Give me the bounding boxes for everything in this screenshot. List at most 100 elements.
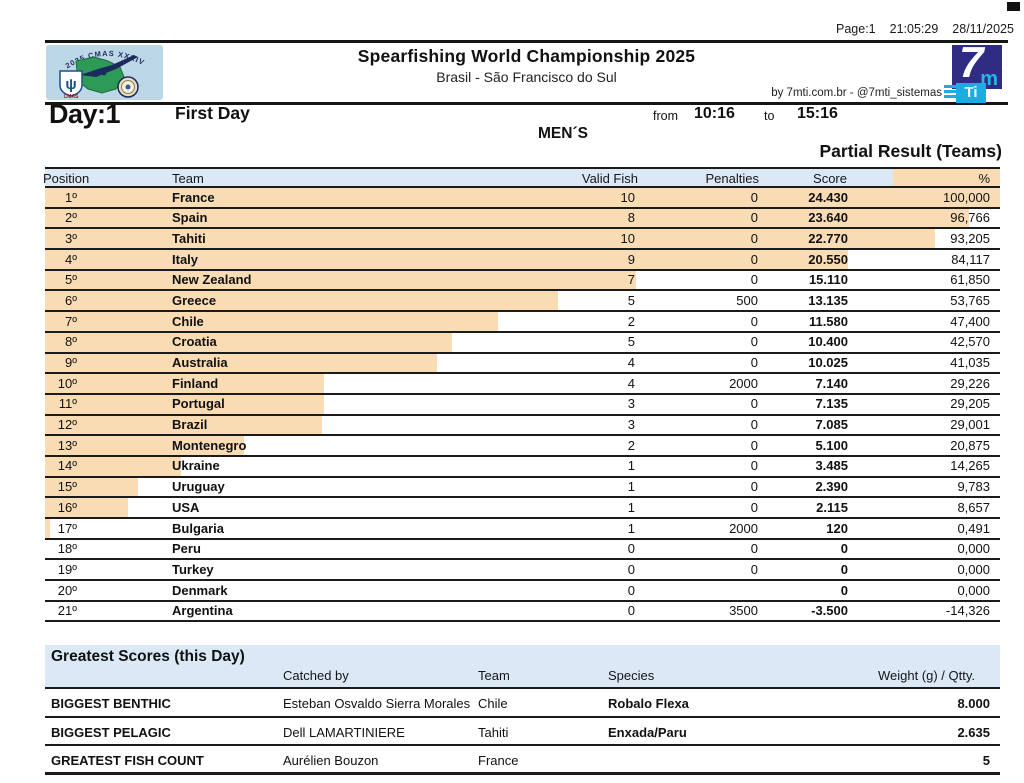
greatest-scores-header: Greatest Scores (this Day) Catched by Te… — [45, 645, 1000, 689]
result-row: 18º Peru 0 0 0 0,000 — [45, 539, 1000, 561]
percent-bar — [45, 519, 50, 538]
cmas-shield-icon: ψ CMAS — [59, 70, 83, 100]
result-row: 15º Uruguay 1 0 2.390 9,783 — [45, 477, 1000, 499]
corner-mark — [1007, 2, 1020, 11]
penalties: 0 — [750, 417, 758, 433]
score: 24.430 — [808, 189, 848, 205]
percent-header-bg — [893, 169, 1000, 186]
penalties: 0 — [750, 437, 758, 453]
score: 7.085 — [815, 417, 848, 433]
score: 10.025 — [808, 355, 848, 370]
col-team: Team — [172, 170, 204, 186]
col-position: Position — [43, 170, 90, 186]
result-row: 5º New Zealand 7 0 15.110 61,850 — [45, 270, 1000, 292]
position: 7º — [65, 313, 77, 329]
percentage: 41,035 — [950, 355, 990, 370]
percentage: 47,400 — [950, 313, 990, 329]
result-row: 12º Brazil 3 0 7.085 29,001 — [45, 415, 1000, 437]
category-title: MEN´S — [538, 125, 588, 142]
percentage: 0,000 — [957, 541, 990, 557]
score: 0 — [840, 582, 848, 598]
result-row: 10º Finland 4 2000 7.140 29,226 — [45, 374, 1000, 395]
result-row: 11º Portugal 3 0 7.135 29,205 — [45, 394, 1000, 416]
valid-fish: 0 — [627, 582, 635, 598]
valid-fish: 3 — [627, 396, 635, 412]
valid-fish: 0 — [627, 603, 635, 619]
byline: by 7mti.com.br - @7mti_sistemas — [771, 87, 942, 99]
greatest-scores-title: Greatest Scores (this Day) — [51, 648, 245, 665]
logo-ti: Ti — [956, 83, 986, 103]
score: 23.640 — [808, 210, 848, 226]
position: 20º — [57, 582, 77, 598]
from-time: 10:16 — [694, 105, 735, 122]
team-name: Portugal — [172, 396, 225, 412]
valid-fish: 1 — [627, 520, 635, 536]
to-time: 15:16 — [797, 105, 838, 122]
result-row: 16º USA 1 0 2.115 8,657 — [45, 498, 1000, 519]
score: 0 — [840, 541, 848, 557]
valid-fish: 3 — [627, 417, 635, 433]
greatest-score-row: GREATEST FISH COUNT Aurélien Bouzon France… — [45, 746, 1000, 775]
position: 13º — [57, 437, 77, 453]
valid-fish: 5 — [627, 334, 635, 350]
score: 7.140 — [815, 375, 848, 391]
percent-bar — [45, 208, 970, 228]
weight-qty: 5 — [982, 753, 990, 769]
penalties: 0 — [750, 396, 758, 412]
penalties: 0 — [750, 499, 758, 515]
valid-fish: 2 — [627, 437, 635, 453]
percent-bar — [45, 188, 1000, 207]
penalties: 0 — [750, 189, 758, 205]
valid-fish: 0 — [627, 561, 635, 577]
catched-by: Dell LAMARTINIERE — [283, 724, 405, 740]
day-label: Day:1 — [49, 99, 121, 129]
col-penalties: Penalties — [705, 170, 759, 186]
percentage: 14,265 — [950, 458, 990, 474]
result-row: 1º France 10 0 24.430 100,000 — [45, 188, 1000, 209]
team-name: Argentina — [172, 603, 233, 619]
team-name: Tahiti — [172, 230, 206, 246]
percent-bar — [45, 394, 324, 414]
score: 13.135 — [808, 292, 848, 308]
percent-bar — [45, 353, 437, 373]
gcol-weight: Weight (g) / Qtty. — [877, 668, 975, 683]
result-row: 4º Italy 9 0 20.550 84,117 — [45, 250, 1000, 271]
greatest-score-row: BIGGEST PELAGIC Dell LAMARTINIERE Tahiti En… — [45, 718, 1000, 747]
penalties: 0 — [750, 272, 758, 288]
award-label: BIGGEST BENTHIC — [51, 696, 171, 711]
percentage: 8,657 — [957, 499, 990, 515]
percentage: 93,205 — [950, 230, 990, 246]
percent-bar — [45, 332, 452, 352]
team-name: Peru — [172, 541, 201, 557]
position: 18º — [57, 541, 77, 557]
percent-bar — [45, 229, 936, 249]
results-table-header: Position Team Valid Fish Penalties Score… — [43, 167, 1000, 188]
penalties: 0 — [750, 210, 758, 226]
percentage: 29,205 — [950, 396, 990, 412]
score: 3.485 — [815, 458, 848, 474]
team-name: Tahiti — [478, 724, 509, 740]
percent-bar — [45, 456, 182, 476]
position: 4º — [65, 251, 77, 267]
valid-fish: 10 — [620, 189, 635, 205]
valid-fish: 9 — [627, 251, 635, 267]
position: 6º — [65, 292, 77, 308]
to-label: to — [764, 109, 775, 123]
percentage: 0,000 — [957, 561, 990, 577]
percentage: 29,001 — [950, 417, 990, 433]
from-label: from — [653, 109, 678, 123]
penalties: 0 — [750, 313, 758, 329]
result-row: 6º Greece 5 500 13.135 53,765 — [45, 291, 1000, 313]
team-name: Uruguay — [172, 479, 225, 495]
greatest-score-row: BIGGEST BENTHIC Esteban Osvaldo Sierra Mo… — [45, 689, 1000, 718]
result-row: 9º Australia 4 0 10.025 41,035 — [45, 353, 1000, 375]
valid-fish: 0 — [627, 541, 635, 557]
score: 11.580 — [808, 313, 848, 329]
position: 10º — [57, 375, 77, 391]
percentage: 84,117 — [951, 251, 990, 267]
score: 10.400 — [808, 334, 848, 350]
weight-qty: 8.000 — [957, 696, 990, 711]
team-name: France — [478, 753, 519, 769]
page-meta: Page:1 21:05:29 28/11/2025 — [836, 22, 1024, 36]
result-row: 2º Spain 8 0 23.640 96,766 — [45, 208, 1000, 230]
